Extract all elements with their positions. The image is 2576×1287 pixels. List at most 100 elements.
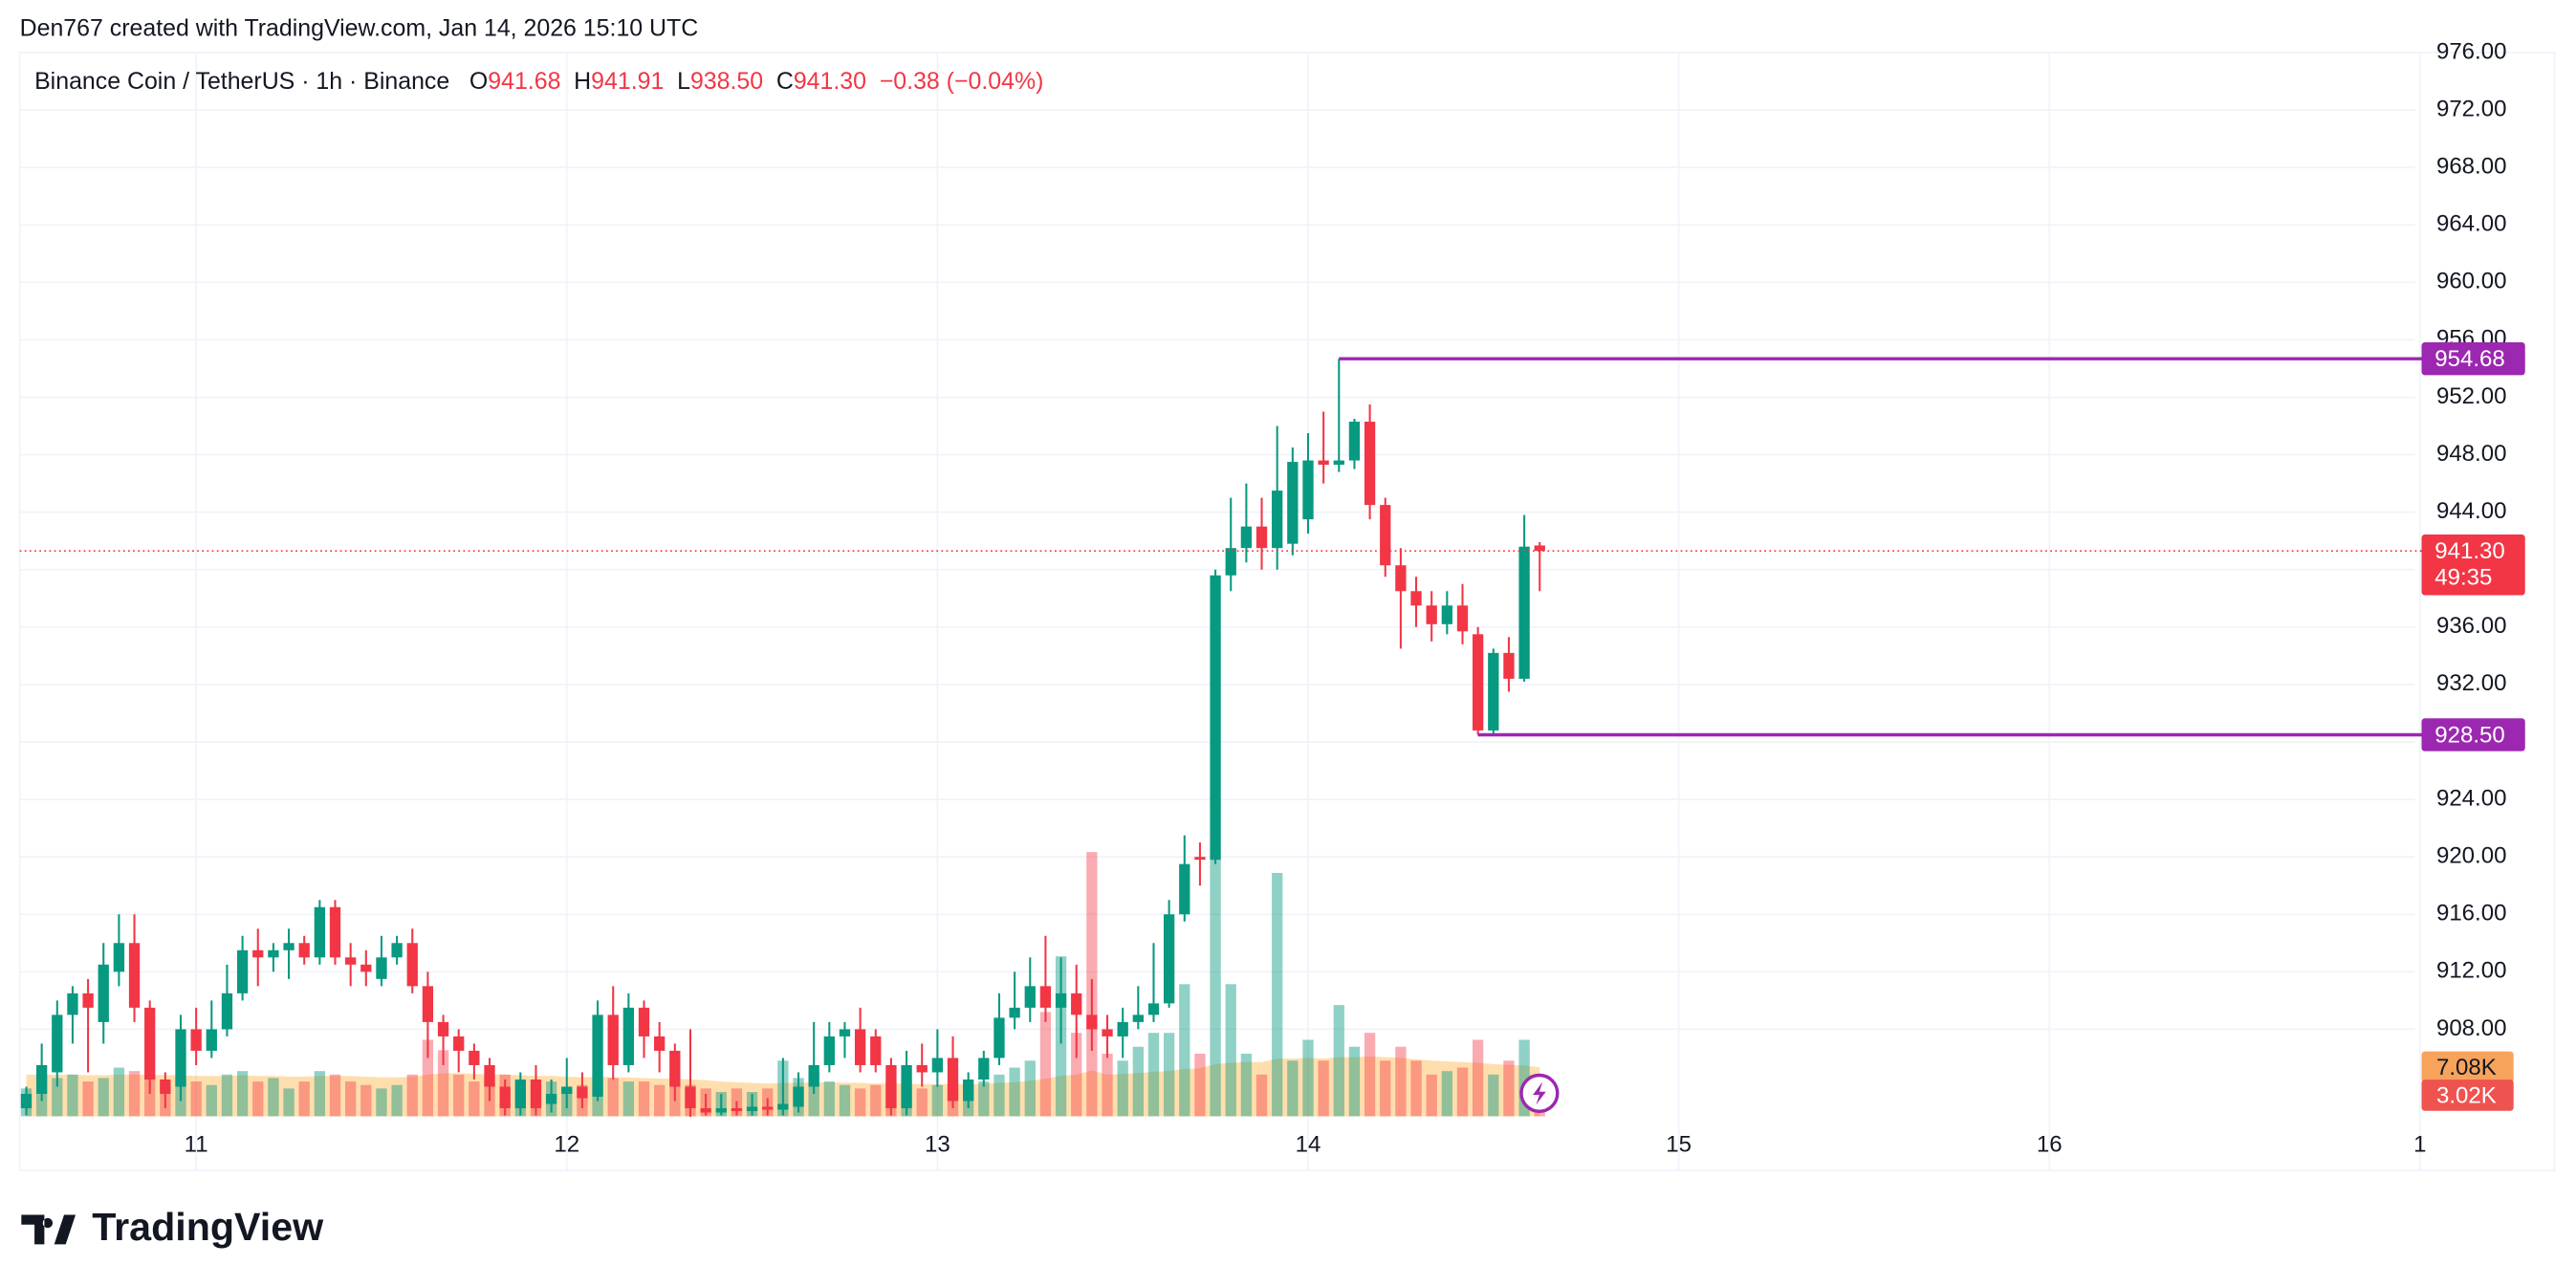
volume-bar: [1240, 1054, 1253, 1117]
volume-bar: [236, 1071, 249, 1117]
symbol-title: Binance Coin / TetherUS · 1h · Binance: [34, 67, 449, 94]
volume-bar: [1179, 984, 1190, 1117]
candle-body: [1039, 986, 1052, 1008]
candle-body: [1163, 914, 1175, 1004]
volume-bar: [437, 1050, 449, 1117]
volume-bar: [190, 1081, 202, 1117]
candle-body: [545, 1094, 557, 1104]
y-tick-label: 936.00: [2436, 613, 2507, 639]
candle-body: [1272, 491, 1283, 549]
volume-bar: [1102, 1054, 1113, 1117]
candle-body: [592, 1014, 603, 1098]
volume-bar: [916, 1088, 928, 1117]
y-tick-label: 976.00: [2436, 38, 2507, 64]
level-label-box: [2421, 718, 2525, 752]
plot-area: [19, 357, 2422, 1118]
candle-body: [1210, 575, 1221, 861]
candle-body: [577, 1086, 588, 1099]
candle-body: [221, 993, 233, 1030]
candle-body: [98, 964, 109, 1022]
level-label: 954.68: [2434, 346, 2505, 372]
candle-body: [1225, 548, 1236, 576]
volume-bar: [1071, 1033, 1082, 1117]
candle-body: [731, 1108, 743, 1112]
volume-bar: [823, 1081, 835, 1117]
candle-body: [978, 1058, 990, 1080]
candle-body: [916, 1064, 928, 1073]
candle-body: [530, 1079, 542, 1109]
candle-body: [314, 906, 326, 958]
candle-body: [52, 1014, 63, 1073]
volume-bar: [1518, 1039, 1530, 1117]
candle-body: [1102, 1029, 1113, 1036]
volume-bar: [1472, 1039, 1484, 1117]
volume-bar: [113, 1067, 125, 1117]
candle-body: [607, 1014, 619, 1065]
candle-body: [669, 1050, 681, 1087]
volume-bar: [993, 1074, 1005, 1117]
y-tick-label: 912.00: [2436, 958, 2507, 984]
candle-body: [993, 1017, 1005, 1058]
legend-change: −0.38 (−0.04%): [880, 67, 1044, 94]
candle-body: [406, 943, 418, 987]
candle-body: [1488, 652, 1499, 731]
y-tick-label: 968.00: [2436, 153, 2507, 179]
volume-bar: [1318, 1060, 1329, 1117]
y-tick-label: 964.00: [2436, 211, 2507, 237]
volume-bar: [82, 1081, 94, 1117]
volume-bar: [1364, 1033, 1376, 1117]
candle-body: [870, 1036, 882, 1065]
level-label: 928.50: [2434, 723, 2505, 749]
candle-body: [1287, 462, 1299, 544]
y-tick-label: 924.00: [2436, 785, 2507, 811]
candle-body: [67, 993, 78, 1015]
candle-body: [1518, 546, 1530, 679]
volume-bar: [298, 1081, 310, 1117]
candle-body: [1456, 605, 1469, 632]
volume-bar: [52, 1078, 63, 1117]
volume-bar: [144, 1074, 156, 1117]
candle-body: [947, 1058, 959, 1102]
volume-bar: [1272, 872, 1283, 1117]
volume-bar: [1426, 1074, 1437, 1117]
grid: [19, 52, 2421, 1171]
volume-bar: [329, 1074, 341, 1117]
candle-body: [1055, 993, 1067, 1008]
candle-body: [963, 1079, 974, 1102]
candle-body: [268, 949, 279, 958]
candle-body: [1410, 591, 1422, 606]
candle-body: [839, 1029, 851, 1036]
candle-body: [113, 943, 125, 972]
candle-body: [1348, 421, 1361, 461]
candle-body: [1302, 460, 1314, 520]
candle-body: [499, 1086, 511, 1109]
candle-body: [344, 957, 357, 965]
volume-bar: [1163, 1033, 1175, 1117]
alert-bolt: [1532, 1081, 1546, 1105]
candle-body: [82, 993, 94, 1008]
candle-body: [1086, 1014, 1098, 1030]
candle-body: [1132, 1014, 1144, 1022]
brand-icon: [21, 1214, 76, 1245]
volume-bar: [1302, 1039, 1314, 1117]
y-tick-label: 948.00: [2436, 441, 2507, 467]
attribution: Den767 created with TradingView.com, Jan…: [20, 14, 699, 41]
volume-bar: [1255, 1074, 1268, 1117]
legend-key: C: [776, 67, 794, 94]
candle-body: [931, 1058, 944, 1073]
y-tick-label: 944.00: [2436, 498, 2507, 524]
volume-bar: [453, 1074, 465, 1117]
candle-body: [823, 1036, 835, 1065]
candle-body: [422, 986, 434, 1022]
volume-bar: [268, 1078, 279, 1117]
legend-key: O: [469, 67, 488, 94]
candle-body: [484, 1064, 495, 1087]
volume-bar: [870, 1084, 882, 1117]
legend-key: L: [677, 67, 690, 94]
legend-value: 941.68: [488, 67, 560, 94]
volume-bar: [1024, 1060, 1036, 1117]
y-tick-label: 960.00: [2436, 269, 2507, 294]
legend-value: 941.91: [591, 67, 664, 94]
candle-body: [1426, 605, 1437, 624]
candle-body: [1395, 565, 1407, 592]
